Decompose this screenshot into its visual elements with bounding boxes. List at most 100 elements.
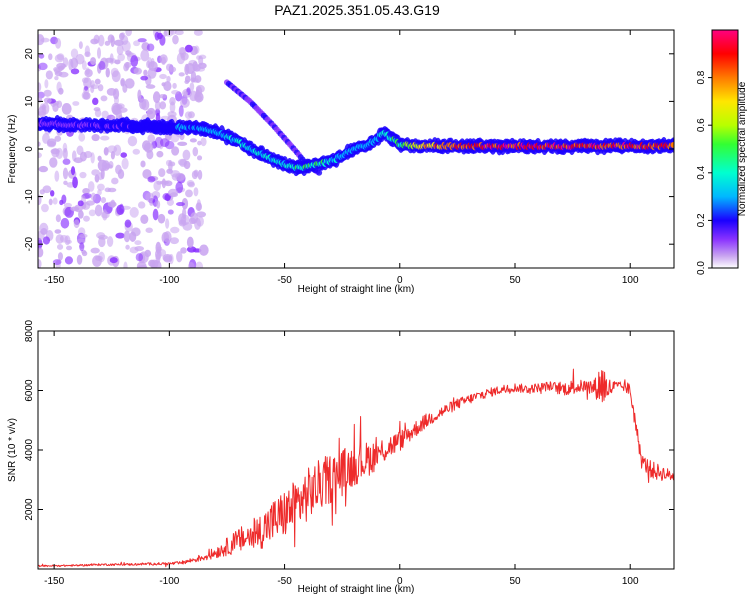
- spectrogram-x-tick-label: -50: [277, 275, 292, 286]
- spectrogram-noise-cell: [100, 135, 110, 141]
- spectrogram-y-tick-label: -20: [24, 237, 35, 252]
- spectrogram-x-tick-label: 0: [397, 275, 403, 286]
- spectrogram-noise-cell: [79, 171, 87, 179]
- spectrogram-noise-cell: [97, 159, 108, 172]
- spectrogram-noise-cell: [84, 45, 90, 57]
- spectrogram-noise-cell: [39, 222, 49, 235]
- spectrogram-noise-cell: [186, 180, 195, 187]
- spectrogram-noise-cell: [200, 137, 207, 147]
- spectrogram-noise-cell: [83, 215, 90, 222]
- spectrogram-noise-cell: [164, 193, 171, 202]
- spectrogram-noise-cell: [150, 57, 155, 68]
- snr-x-tick-label: -100: [159, 576, 179, 587]
- spectrogram-noise-cell: [70, 48, 79, 59]
- spectrogram-noise-cell: [83, 151, 93, 159]
- snr-x-tick-label: 0: [397, 576, 403, 587]
- spectrogram-noise-cell: [159, 73, 167, 80]
- spectrogram-noise-cell: [140, 75, 149, 81]
- spectrogram-noise-cell: [52, 197, 58, 205]
- spectrogram-noise-cell: [40, 37, 50, 43]
- spectrogram-noise-cell: [48, 53, 53, 61]
- spectrogram-noise-cell: [192, 78, 199, 83]
- snr-series-line: [38, 368, 674, 568]
- spectrogram-noise-cell: [145, 84, 156, 89]
- spectrogram-noise-cell: [42, 133, 50, 144]
- spectrogram-noise-cell: [159, 138, 170, 148]
- spectrogram-noise-cell: [154, 100, 161, 111]
- snr-x-tick-label: 100: [622, 576, 639, 587]
- spectrogram-noise-cell: [196, 155, 203, 161]
- spectrogram-noise-cell: [61, 194, 67, 204]
- spectrogram-noise-cell: [97, 183, 105, 191]
- spectrogram-noise-cell: [130, 55, 139, 67]
- spectrogram-noise-cell: [154, 31, 160, 41]
- spectrogram-noise-cell: [183, 91, 188, 97]
- spectrogram-noise-cell: [78, 41, 83, 49]
- spectrogram-x-label: Height of straight line (km): [298, 284, 415, 295]
- spectrogram-y-tick-label: 10: [24, 95, 35, 107]
- snr-y-tick-label: 6000: [24, 379, 35, 402]
- spectrogram-noise-cell: [77, 200, 84, 207]
- spectrogram-noise-cell: [177, 213, 187, 225]
- spectrogram-noise-cell: [71, 150, 77, 162]
- spectrogram-noise-cell: [92, 97, 99, 106]
- spectrogram-noise-cell: [169, 237, 179, 245]
- spectrogram-noise-cell: [153, 180, 161, 192]
- spectrogram-noise-cell: [171, 146, 180, 156]
- colorbar-tick-label: 0.6: [696, 118, 707, 132]
- spectrogram-noise-cell: [91, 134, 100, 142]
- spectrogram-noise-cell: [48, 198, 53, 206]
- spectrogram-noise-cell: [180, 97, 190, 108]
- spectrogram-noise-cell: [110, 199, 116, 209]
- spectrogram-noise-cell: [140, 214, 149, 224]
- spectrogram-noise-cell: [193, 30, 203, 36]
- spectrogram-noise-cell: [135, 253, 144, 262]
- spectrogram-noise-cell: [38, 259, 42, 268]
- spectrogram-noise-cell: [90, 80, 95, 88]
- spectrogram-noise-cell: [170, 226, 180, 234]
- spectrogram-heat: [38, 30, 674, 268]
- spectrogram-y-tick-label: -10: [24, 189, 35, 204]
- spectrogram-noise-cell: [49, 190, 55, 197]
- colorbar-axis: 0.0 0.2 0.4 0.6 0.8: [696, 70, 712, 275]
- spectrogram-noise-cell: [54, 229, 62, 234]
- spectrogram-noise-cell: [161, 178, 166, 189]
- spectrogram-noise-cell: [195, 261, 204, 268]
- spectrogram-noise-cell: [195, 202, 202, 212]
- spectrogram-noise-cell: [75, 53, 85, 65]
- spectrogram-noise-cell: [156, 200, 161, 209]
- snr-x-axis: -150 -100 -50 0 50 100: [44, 331, 639, 587]
- spectrogram-noise-cell: [76, 238, 86, 244]
- spectrogram-noise-cell: [169, 30, 177, 35]
- spectrogram-x-tick-label: -100: [159, 275, 179, 286]
- spectrogram-noise-cell: [68, 58, 74, 71]
- spectrogram-x-tick-label: 50: [509, 275, 521, 286]
- spectrogram-noise-cell: [106, 236, 114, 248]
- spectrogram-noise-cell: [129, 206, 139, 218]
- spectrogram-noise-cell: [123, 261, 128, 268]
- spectrogram-noise-cell: [90, 247, 100, 254]
- spectrogram-noise-cell: [167, 209, 174, 215]
- spectrogram-noise-cell: [131, 227, 141, 237]
- spectrogram-noise-cell: [55, 38, 62, 49]
- spectrogram-noise-cell: [63, 202, 72, 208]
- spectrogram-noise-cell: [197, 62, 207, 69]
- spectrogram-noise-cell: [126, 51, 134, 58]
- spectrogram-noise-cell: [140, 49, 150, 62]
- spectrogram-noise-cell: [97, 84, 104, 92]
- spectrogram-noise-cell: [38, 165, 49, 173]
- spectrogram-noise-cell: [54, 135, 62, 142]
- spectrogram-noise-cell: [174, 30, 184, 36]
- spectrogram-noise-cell: [105, 57, 114, 63]
- spectrogram-noise-cell: [147, 176, 156, 183]
- spectrogram-noise-cell: [81, 91, 90, 100]
- spectrogram-noise-cell: [109, 257, 118, 264]
- spectrogram-noise-cell: [125, 30, 132, 37]
- spectrogram-noise-cell: [43, 97, 52, 104]
- spectrogram-noise-cell: [104, 187, 111, 193]
- spectrogram-noise-cell: [54, 170, 60, 182]
- spectrogram-noise-cell: [116, 104, 123, 110]
- spectrogram-noise-cell: [54, 75, 59, 81]
- spectrogram-noise-cell: [56, 244, 64, 250]
- spectrogram-noise-cell: [78, 132, 86, 142]
